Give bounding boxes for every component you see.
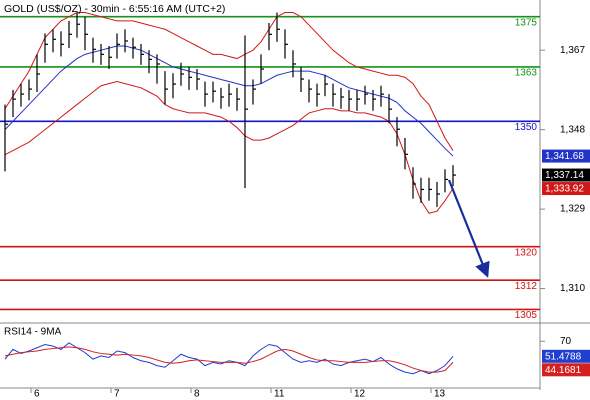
x-tick-label: 8 bbox=[194, 389, 200, 400]
band-line bbox=[4, 81, 454, 214]
price-tag bbox=[542, 182, 590, 196]
rsi-line bbox=[4, 346, 454, 373]
y-tick-label: 70 bbox=[560, 336, 572, 347]
level-label: 1305 bbox=[515, 310, 538, 321]
price-tag bbox=[542, 149, 590, 163]
forecast-arrow bbox=[447, 179, 490, 278]
price-tag bbox=[542, 363, 590, 377]
rsi-line bbox=[4, 342, 454, 375]
chart-title: GOLD (US$/OZ) - 30min - 6:55:16 AM (UTC+… bbox=[4, 3, 225, 15]
x-tick-label: 13 bbox=[434, 389, 446, 400]
level-label: 1320 bbox=[515, 247, 538, 258]
x-tick-label: 12 bbox=[354, 389, 366, 400]
x-tick-label: 11 bbox=[274, 389, 285, 400]
price-tag-label: 1,333.92 bbox=[545, 184, 584, 195]
panel-title: RSI14 - 9MA bbox=[4, 327, 62, 338]
price-tag-label: 44.1681 bbox=[545, 365, 582, 376]
level-label: 1375 bbox=[515, 17, 538, 28]
x-tick-label: 6 bbox=[34, 389, 40, 400]
price-tag-label: 1,341.68 bbox=[545, 151, 584, 162]
level-label: 1312 bbox=[515, 281, 538, 292]
price-tag-label: 51.4788 bbox=[545, 351, 582, 362]
y-tick-label: 1,367 bbox=[560, 45, 585, 56]
level-label: 1350 bbox=[515, 122, 538, 133]
x-tick-label: 7 bbox=[114, 389, 120, 400]
band-line bbox=[4, 12, 454, 151]
y-tick-label: 1,310 bbox=[560, 283, 585, 294]
band-line bbox=[4, 45, 454, 157]
level-label: 1363 bbox=[515, 68, 538, 79]
y-tick-label: 1,329 bbox=[560, 204, 585, 215]
plot: 1,3101,3291,3481,36713751363135013201312… bbox=[0, 12, 590, 400]
price-tag bbox=[542, 349, 590, 363]
price-tag bbox=[542, 168, 590, 182]
y-tick-label: 1,348 bbox=[560, 124, 585, 135]
price-tag-label: 1,337.14 bbox=[545, 170, 584, 181]
